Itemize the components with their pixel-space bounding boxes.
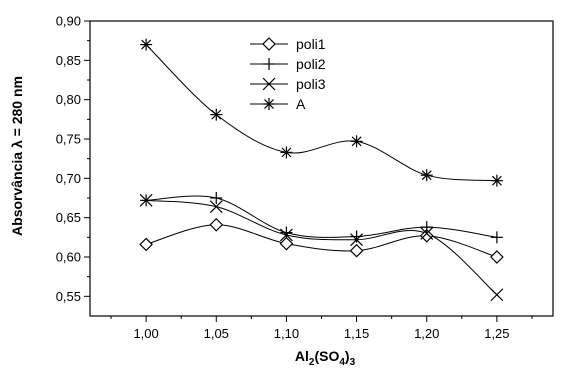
series-curves bbox=[145, 44, 498, 296]
data-point-A bbox=[420, 169, 433, 182]
legend-label: poli2 bbox=[296, 56, 326, 72]
series-line-poli2 bbox=[146, 195, 497, 238]
data-point-poli3 bbox=[420, 226, 434, 240]
data-point-poli3 bbox=[139, 193, 153, 207]
y-tick-label: 0,60 bbox=[56, 250, 81, 265]
y-tick-label: 0,75 bbox=[56, 132, 81, 147]
x-axis-ticks: 1,00 1,05 1,10 1,15 1,20 1,25 bbox=[110, 316, 533, 341]
data-point-poli2 bbox=[350, 230, 363, 243]
legend-item: A bbox=[250, 96, 306, 112]
data-point-poli2 bbox=[210, 192, 223, 204]
series-line-A bbox=[145, 44, 497, 182]
data-point-A bbox=[280, 146, 293, 159]
legend-marker bbox=[263, 98, 275, 110]
series-line-poli1 bbox=[145, 224, 498, 258]
data-point-poli2 bbox=[490, 231, 503, 244]
x-axis-title-subscript: 3 bbox=[350, 357, 356, 368]
data-point-A bbox=[140, 38, 153, 51]
x-axis-title-part: ) bbox=[345, 348, 350, 364]
legend-item: poli3 bbox=[250, 76, 326, 92]
y-tick-label: 0,65 bbox=[56, 210, 81, 225]
series-line-poli3 bbox=[146, 199, 498, 296]
data-point-poli1 bbox=[490, 250, 504, 264]
data-point-poli1 bbox=[209, 217, 224, 232]
y-tick-label: 0,85 bbox=[56, 53, 81, 68]
x-axis-title-part: Al bbox=[295, 348, 309, 364]
data-point-A bbox=[210, 108, 223, 121]
data-point-poli2 bbox=[420, 221, 433, 234]
y-axis-ticks: 0,55 0,60 0,65 0,70 0,75 0,80 0,85 0,90 bbox=[56, 14, 90, 304]
legend-label: poli1 bbox=[296, 36, 326, 52]
legend-marker bbox=[263, 58, 275, 70]
x-tick-label: 1,10 bbox=[274, 326, 299, 341]
data-point-poli1 bbox=[349, 243, 364, 258]
x-tick-label: 1,20 bbox=[414, 326, 439, 341]
data-point-poli1 bbox=[419, 228, 434, 243]
x-tick-label: 1,25 bbox=[484, 326, 509, 341]
data-point-A bbox=[490, 174, 503, 187]
data-point-poli1 bbox=[279, 236, 294, 251]
x-axis-title-part: (SO bbox=[314, 348, 339, 364]
x-tick-label: 1,05 bbox=[204, 326, 229, 341]
y-tick-label: 0,55 bbox=[56, 289, 81, 304]
data-point-poli2 bbox=[280, 226, 293, 239]
legend-marker bbox=[262, 77, 276, 91]
data-point-poli1 bbox=[139, 237, 153, 252]
x-tick-label: 1,00 bbox=[133, 326, 158, 341]
y-tick-label: 0,70 bbox=[56, 171, 81, 186]
y-axis-title: Absorvância λ = 280 nm bbox=[9, 76, 25, 236]
data-point-A bbox=[350, 135, 363, 148]
x-axis-title-subscript: 2 bbox=[309, 357, 315, 368]
legend-marker bbox=[262, 37, 276, 51]
x-axis-title-subscript: 4 bbox=[339, 357, 345, 368]
series-markers bbox=[139, 38, 504, 302]
data-point-poli3 bbox=[350, 233, 364, 247]
x-tick-label: 1,15 bbox=[344, 326, 369, 341]
data-point-poli3 bbox=[279, 228, 293, 242]
y-tick-label: 0,90 bbox=[56, 14, 81, 29]
legend-item: poli1 bbox=[250, 36, 326, 52]
legend-label: poli3 bbox=[296, 76, 326, 92]
legend-item: poli2 bbox=[250, 56, 326, 72]
legend-label: A bbox=[296, 96, 306, 112]
x-axis-title: Al2(SO4)3 bbox=[295, 348, 356, 368]
legend: poli1 poli2 poli3 A bbox=[250, 36, 326, 112]
y-tick-label: 0,80 bbox=[56, 92, 81, 107]
data-point-poli3 bbox=[490, 288, 504, 302]
data-point-poli3 bbox=[209, 200, 223, 214]
